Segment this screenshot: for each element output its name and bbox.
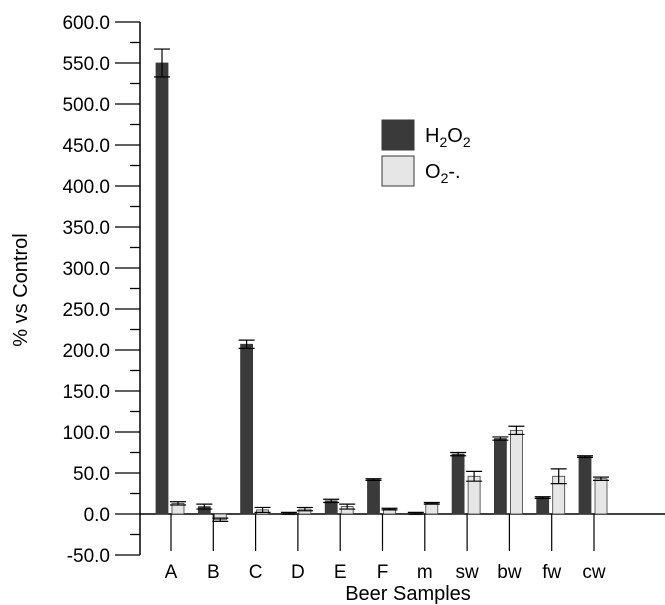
y-tick-label: 0.0 bbox=[84, 505, 110, 526]
bar-h2o2 bbox=[367, 479, 380, 515]
y-axis-title: % vs Control bbox=[10, 233, 32, 346]
bar-h2o2 bbox=[240, 343, 254, 515]
bar-o2 bbox=[425, 502, 439, 515]
y-tick-label: 200.0 bbox=[62, 341, 110, 362]
bars bbox=[154, 48, 609, 522]
x-tick-label: cw bbox=[582, 562, 606, 583]
y-tick-label: 300.0 bbox=[62, 259, 110, 280]
bar-h2o2 bbox=[536, 497, 550, 515]
x-tick-label: C bbox=[249, 562, 263, 583]
x-tick-label: fw bbox=[542, 562, 561, 583]
x-tick-label: E bbox=[334, 562, 347, 583]
x-tick-label: m bbox=[417, 562, 433, 583]
legend-label-part: O bbox=[425, 161, 441, 183]
legend-label-part: 2 bbox=[463, 134, 471, 150]
y-tick-label: 100.0 bbox=[62, 423, 110, 444]
y-tick-label: 400.0 bbox=[62, 177, 110, 198]
bar-o2 bbox=[467, 475, 481, 515]
x-tick-label: D bbox=[291, 562, 305, 583]
y-tick-label: 600.0 bbox=[62, 13, 110, 34]
legend-label-o2: O2-. bbox=[425, 161, 461, 186]
legend-label-part: 2 bbox=[439, 134, 447, 150]
y-tick-label: 50.0 bbox=[73, 464, 110, 485]
y-tick-label: 450.0 bbox=[62, 136, 110, 157]
bar-o2 bbox=[509, 429, 523, 515]
y-tick-label: 500.0 bbox=[62, 95, 110, 116]
y-tick-label: 350.0 bbox=[62, 218, 110, 239]
bar-h2o2 bbox=[155, 62, 169, 515]
x-tick-label: bw bbox=[497, 562, 522, 583]
bar-o2 bbox=[594, 478, 608, 515]
legend-swatch-h2o2 bbox=[381, 119, 415, 151]
y-tick-label: -50.0 bbox=[67, 546, 110, 567]
y-tick-label: 250.0 bbox=[62, 300, 110, 321]
bar-h2o2 bbox=[578, 456, 592, 515]
y-tick-label: 150.0 bbox=[62, 382, 110, 403]
x-axis-title: Beer Samples bbox=[345, 583, 471, 605]
legend-label-part: 2 bbox=[441, 170, 449, 186]
x-tick-label: F bbox=[377, 562, 389, 583]
x-tick-label: B bbox=[207, 562, 220, 583]
bar-h2o2 bbox=[451, 453, 465, 515]
legend-swatch-o2 bbox=[381, 155, 415, 187]
legend-label-part: H bbox=[425, 125, 439, 147]
legend-label-h2o2: H2O2 bbox=[425, 125, 471, 150]
x-tick-label: A bbox=[165, 562, 178, 583]
y-axis: 600.0 550.0 500.0 450.0 400.0 350.0 300.0 250.0… bbox=[62, 13, 141, 567]
legend-label-part: -. bbox=[448, 161, 460, 183]
y-tick-label: 550.0 bbox=[62, 54, 110, 75]
x-tick-label: sw bbox=[455, 562, 479, 583]
bar-h2o2 bbox=[493, 438, 507, 515]
legend-label-part: O bbox=[447, 125, 463, 147]
